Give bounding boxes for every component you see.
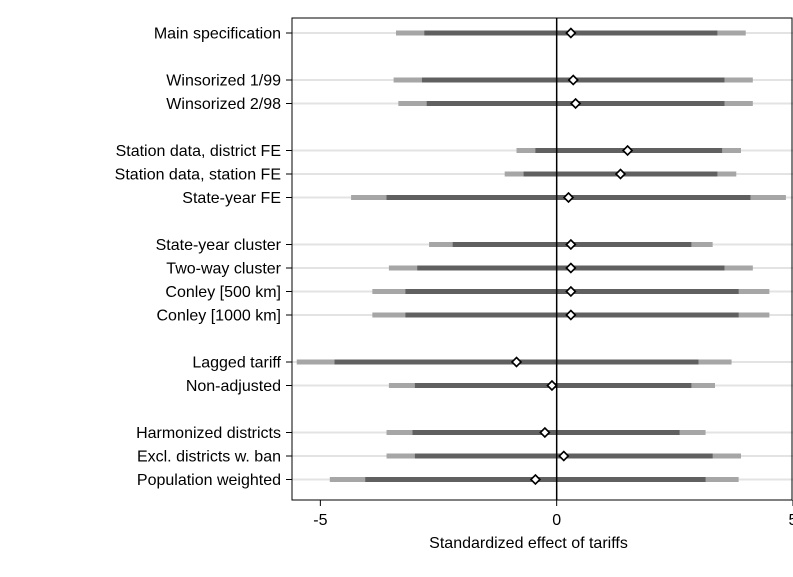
estimate-marker bbox=[565, 285, 577, 298]
estimate-marker bbox=[539, 426, 551, 439]
estimate-marker bbox=[565, 262, 577, 274]
row-label: Main specification bbox=[154, 26, 281, 43]
estimate-marker bbox=[569, 97, 582, 110]
x-tick-label: -5 bbox=[313, 512, 327, 529]
row-gridlines bbox=[292, 32, 793, 481]
estimate-marker bbox=[558, 450, 570, 462]
row-label: Conley [500 km] bbox=[165, 284, 281, 301]
row-label: Station data, district FE bbox=[116, 143, 281, 160]
estimate-marker bbox=[565, 309, 577, 321]
estimate-marker bbox=[562, 191, 575, 204]
estimate-marker bbox=[621, 144, 634, 157]
row-label: Station data, station FE bbox=[115, 167, 281, 184]
estimate-marker bbox=[529, 473, 542, 486]
x-tick-label: 0 bbox=[552, 512, 561, 529]
plot-frame bbox=[291, 17, 793, 501]
estimate-marker bbox=[565, 27, 577, 39]
x-axis-ticks: -5 0 5 bbox=[313, 500, 793, 529]
point-estimates bbox=[510, 27, 634, 486]
estimate-marker bbox=[565, 238, 577, 251]
row-label: Conley [1000 km] bbox=[156, 308, 281, 325]
estimate-marker bbox=[546, 379, 558, 392]
row-label: State-year FE bbox=[182, 190, 281, 207]
estimate-marker bbox=[567, 74, 579, 86]
row-label: Winsorized 2/98 bbox=[166, 96, 281, 113]
row-label: Excl. districts w. ban bbox=[137, 449, 281, 466]
row-label: Non-adjusted bbox=[186, 378, 281, 395]
row-label: Two-way cluster bbox=[166, 261, 281, 278]
row-label: State-year cluster bbox=[156, 237, 282, 254]
confidence-intervals bbox=[296, 30, 786, 482]
row-label: Lagged tariff bbox=[192, 355, 281, 372]
row-label: Harmonized districts bbox=[136, 425, 281, 442]
row-labels: Main specification Winsorized 1/99 Winsori… bbox=[115, 26, 292, 489]
row-label: Population weighted bbox=[137, 472, 281, 489]
row-label: Winsorized 1/99 bbox=[166, 73, 281, 90]
estimate-marker bbox=[510, 356, 523, 368]
estimate-marker bbox=[614, 168, 627, 180]
x-axis-title: Standardized effect of tariffs bbox=[429, 535, 628, 552]
x-tick-label: 5 bbox=[789, 512, 793, 529]
